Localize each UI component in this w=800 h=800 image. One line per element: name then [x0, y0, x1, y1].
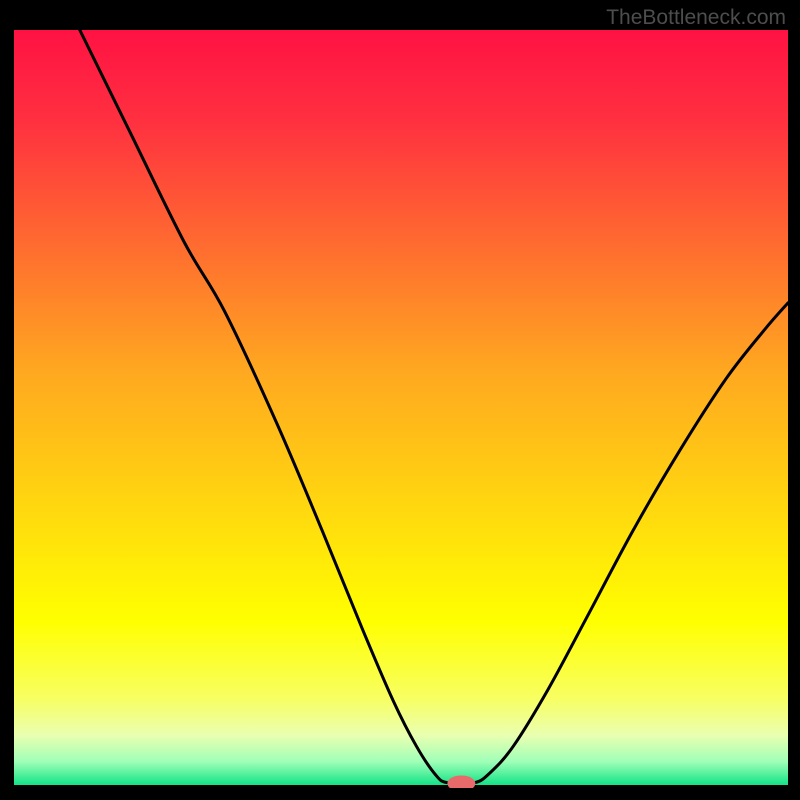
chart-svg — [14, 30, 788, 788]
watermark-text: TheBottleneck.com — [606, 6, 786, 30]
gradient-background — [14, 30, 788, 788]
plot-area — [14, 30, 788, 788]
